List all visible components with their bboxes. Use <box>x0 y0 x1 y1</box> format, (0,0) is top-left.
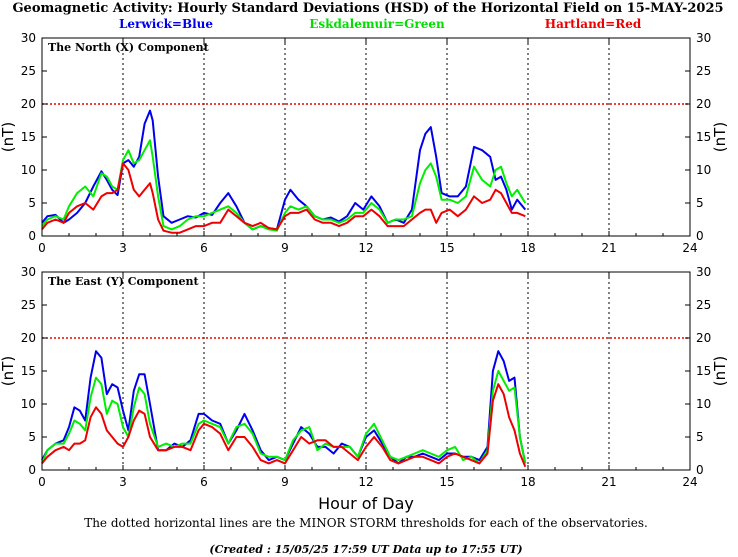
series-line-lerwick <box>41 350 527 465</box>
y-axis-label-right: (nT) <box>711 122 729 152</box>
x-tick-label: 24 <box>682 241 697 255</box>
page-title: Geomagnetic Activity: Hourly Standard De… <box>12 1 723 16</box>
x-tick-label: 18 <box>520 475 535 489</box>
x-tick-label: 21 <box>601 475 616 489</box>
x-tick-label: 9 <box>281 241 289 255</box>
x-tick-label: 9 <box>281 475 289 489</box>
x-axis-label: Hour of Day <box>318 494 414 513</box>
y-tick-label-left: 10 <box>21 397 36 411</box>
x-tick-label: 15 <box>439 241 454 255</box>
x-tick-label: 6 <box>200 475 208 489</box>
series-line-hartland <box>41 383 527 468</box>
y-tick-label-right: 5 <box>696 430 704 444</box>
x-tick-label: 3 <box>119 475 127 489</box>
y-tick-label-right: 15 <box>696 364 711 378</box>
y-tick-label-right: 5 <box>696 196 704 210</box>
y-tick-label-right: 30 <box>696 31 711 45</box>
series-line-hartland <box>41 162 526 234</box>
created-note: (Created : 15/05/25 17:59 UT Data up to … <box>209 543 522 556</box>
y-tick-label-right: 20 <box>696 331 711 345</box>
y-tick-label-right: 30 <box>696 265 711 279</box>
y-axis-label-left: (nT) <box>0 356 17 386</box>
footer-note: The dotted horizontal lines are the MINO… <box>84 516 648 530</box>
y-tick-label-left: 30 <box>21 265 36 279</box>
y-tick-label-right: 20 <box>696 97 711 111</box>
y-tick-label-left: 5 <box>28 430 36 444</box>
x-tick-label: 18 <box>520 241 535 255</box>
series-line-eskdalemuir <box>41 370 527 465</box>
y-tick-label-left: 25 <box>21 64 36 78</box>
y-tick-label-right: 15 <box>696 130 711 144</box>
y-tick-label-right: 25 <box>696 64 711 78</box>
y-tick-label-left: 20 <box>21 331 36 345</box>
legend-eskdalemuir: Eskdalemuir=Green <box>309 17 445 31</box>
panel-title: The North (X) Component <box>48 41 210 54</box>
x-tick-label: 12 <box>358 475 373 489</box>
y-tick-label-right: 0 <box>696 463 704 477</box>
x-tick-label: 0 <box>38 241 46 255</box>
panel-title: The East (Y) Component <box>48 275 199 288</box>
x-tick-label: 0 <box>38 475 46 489</box>
x-tick-label: 3 <box>119 241 127 255</box>
plot-frame <box>41 271 691 471</box>
x-tick-label: 21 <box>601 241 616 255</box>
x-tick-label: 24 <box>682 475 697 489</box>
y-tick-label-left: 15 <box>21 130 36 144</box>
y-tick-label-left: 0 <box>28 229 36 243</box>
y-tick-label-left: 5 <box>28 196 36 210</box>
y-tick-label-left: 20 <box>21 97 36 111</box>
y-tick-label-left: 30 <box>21 31 36 45</box>
y-tick-label-left: 10 <box>21 163 36 177</box>
x-tick-label: 12 <box>358 241 373 255</box>
y-tick-label-left: 0 <box>28 463 36 477</box>
y-tick-label-right: 10 <box>696 397 711 411</box>
y-tick-label-right: 0 <box>696 229 704 243</box>
legend-lerwick: Lerwick=Blue <box>119 17 213 31</box>
y-tick-label-left: 15 <box>21 364 36 378</box>
x-tick-label: 6 <box>200 241 208 255</box>
legend-hartland: Hartland=Red <box>545 17 642 31</box>
y-axis-label-right: (nT) <box>711 356 729 386</box>
y-tick-label-right: 25 <box>696 298 711 312</box>
y-axis-label-left: (nT) <box>0 122 17 152</box>
y-tick-label-right: 10 <box>696 163 711 177</box>
y-tick-label-left: 25 <box>21 298 36 312</box>
x-tick-label: 15 <box>439 475 454 489</box>
